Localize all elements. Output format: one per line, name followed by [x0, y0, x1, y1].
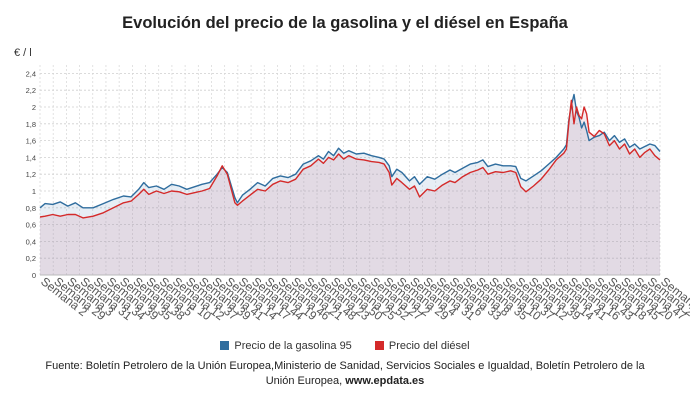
- y-tick-label: 1,6: [26, 137, 36, 146]
- source-site[interactable]: www.epdata.es: [345, 375, 425, 387]
- legend-swatch-gasolina: [220, 341, 230, 350]
- y-tick-labels: 0 0,2 0,4 0,6 0,8 1 1,2 1,4 1,6 1,8 2 2,2 2,4: [26, 69, 36, 280]
- y-tick-label: 1,4: [26, 153, 36, 162]
- y-tick-label: 1,2: [26, 170, 36, 179]
- chart-title: Evolución del precio de la gasolina y el…: [122, 14, 568, 32]
- y-tick-label: 0,6: [26, 221, 36, 230]
- series-line-0: [39, 93, 661, 209]
- legend: Precio de la gasolina 95 Precio del diés…: [0, 340, 690, 352]
- y-tick-label: 2,2: [26, 86, 36, 95]
- series-area-0: [40, 94, 660, 276]
- legend-label-gasolina: Precio de la gasolina 95: [234, 340, 352, 352]
- y-axis-label: € / l: [14, 47, 32, 59]
- series-areas: [40, 94, 660, 276]
- legend-item-gasolina[interactable]: Precio de la gasolina 95: [220, 340, 352, 352]
- y-tick-label: 0: [32, 271, 36, 280]
- y-tick-label: 1,8: [26, 120, 36, 129]
- y-tick-label: 2,4: [26, 69, 36, 78]
- series-area-1: [40, 100, 660, 275]
- legend-item-diesel[interactable]: Precio del diésel: [374, 340, 470, 352]
- legend-swatch-diesel: [374, 341, 384, 350]
- series-lines: [39, 93, 661, 219]
- y-tick-label: 0,2: [26, 254, 36, 263]
- grid-lines: [39, 65, 661, 275]
- y-tick-label: 1: [32, 187, 36, 196]
- series-line-1: [39, 99, 661, 219]
- y-tick-label: 0,8: [26, 204, 36, 213]
- y-tick-label: 0,4: [26, 237, 36, 246]
- legend-label-diesel: Precio del diésel: [388, 340, 470, 352]
- y-tick-label: 2: [32, 103, 36, 112]
- source-text: Fuente: Boletín Petrolero de la Unión Eu…: [45, 360, 645, 387]
- line-chart: € / l 00,20,40,60,811,21,41,61,822,22,4 …: [14, 47, 690, 323]
- source-note: Fuente: Boletín Petrolero de la Unión Eu…: [30, 359, 660, 389]
